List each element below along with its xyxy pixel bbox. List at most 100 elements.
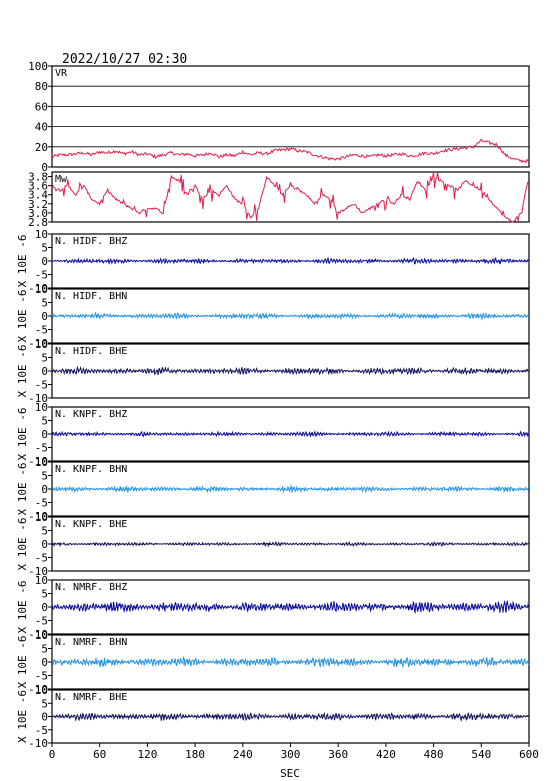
y-tick-label: 2.8 xyxy=(28,216,48,229)
series-line xyxy=(51,171,529,223)
y-tick-label: -5 xyxy=(35,497,48,510)
chart-timestamp: 2022/10/27 02:30 xyxy=(62,52,187,67)
y-tick-label: 0 xyxy=(41,483,48,496)
unit-label: X 10E -6 xyxy=(16,345,29,398)
x-axis: 0 60 120 180 240 300 360 420 480 540 600 xyxy=(49,743,539,761)
y-tick-label: -10 xyxy=(28,565,48,578)
series-line xyxy=(51,138,529,164)
y-tick-label: -5 xyxy=(35,552,48,565)
y-tick-label: 80 xyxy=(35,80,48,93)
y-tick-label: 0 xyxy=(41,428,48,441)
y-tick-label: 0 xyxy=(41,656,48,669)
y-tick-label: -5 xyxy=(35,442,48,455)
y-tick-label: 5 xyxy=(41,352,48,365)
y-tick-label: 0 xyxy=(41,538,48,551)
y-tick-label: 0 xyxy=(41,255,48,268)
x-axis-label: SEC xyxy=(280,767,300,780)
y-tick-label: -10 xyxy=(28,510,48,523)
series-line xyxy=(51,365,530,376)
x-tick-label: 480 xyxy=(424,748,444,761)
panel-label: N. NMRF. BHN xyxy=(55,637,127,648)
y-tick-label: -10 xyxy=(28,737,48,750)
y-tick-label: -10 xyxy=(28,455,48,468)
x-tick-label: 0 xyxy=(49,748,56,761)
y-tick-label: 10 xyxy=(35,574,48,587)
x-tick-label: 120 xyxy=(137,748,157,761)
x-tick-label: 600 xyxy=(519,748,539,761)
y-tick-label: 5 xyxy=(41,588,48,601)
y-tick-label: 10 xyxy=(35,629,48,642)
x-tick-label: 420 xyxy=(376,748,396,761)
y-tick-label: 10 xyxy=(35,283,48,296)
y-tick-label: 5 xyxy=(41,415,48,428)
panel-1: 2.83.03.23.43.63.8 Mw xyxy=(28,171,530,229)
y-tick-label: 10 xyxy=(35,338,48,351)
x-tick-label: 540 xyxy=(471,748,491,761)
y-tick-label: 40 xyxy=(35,121,48,134)
panel-label: N. KNPF. BHN xyxy=(55,464,127,475)
unit-label: X 10E -6 xyxy=(16,290,29,343)
y-tick-label: -5 xyxy=(35,379,48,392)
y-tick-label: 0 xyxy=(41,711,48,724)
y-tick-label: 10 xyxy=(35,511,48,524)
y-tick-label: 10 xyxy=(35,456,48,469)
series-line xyxy=(51,711,530,723)
panel-label: N. KNPF. BHE xyxy=(55,519,127,530)
series-line xyxy=(51,430,530,438)
y-tick-label: -5 xyxy=(35,724,48,737)
y-tick-label: 60 xyxy=(35,100,48,113)
y-tick-label: -5 xyxy=(35,269,48,282)
series-line xyxy=(51,256,530,265)
panel-0: 0 20 40 60 80 100 VR xyxy=(28,60,530,174)
y-tick-label: -10 xyxy=(28,392,48,405)
y-tick-label: 10 xyxy=(35,228,48,241)
y-tick-label: 3.4 xyxy=(28,189,48,202)
y-tick-label: -10 xyxy=(28,282,48,295)
unit-label: X 10E -6 xyxy=(16,636,29,689)
series-line xyxy=(52,655,530,668)
panel-label: N. NMRF. BHZ xyxy=(55,582,127,593)
panel-label: N. NMRF. BHE xyxy=(55,692,127,703)
y-tick-label: 0 xyxy=(41,161,48,174)
panel-label: N. HIDF. BHZ xyxy=(55,236,127,247)
series-line xyxy=(51,311,530,321)
x-tick-label: 360 xyxy=(328,748,348,761)
x-tick-label: 240 xyxy=(233,748,253,761)
y-tick-label: 5 xyxy=(41,470,48,483)
x-tick-label: 300 xyxy=(281,748,301,761)
panel-label: N. HIDF. BHE xyxy=(55,346,127,357)
y-tick-label: -10 xyxy=(28,683,48,696)
y-tick-label: -10 xyxy=(28,337,48,350)
panel-label: Mw xyxy=(55,174,68,185)
y-tick-label: 5 xyxy=(41,643,48,656)
y-tick-label: 100 xyxy=(28,60,48,73)
series-line xyxy=(51,484,530,494)
y-tick-label: 3.2 xyxy=(28,198,48,211)
y-tick-label: 10 xyxy=(35,684,48,697)
y-tick-label: 0 xyxy=(41,365,48,378)
x-tick-label: 60 xyxy=(93,748,106,761)
panel-label: VR xyxy=(55,68,68,79)
y-tick-label: -10 xyxy=(28,628,48,641)
unit-label: X 10E -6 xyxy=(16,581,29,634)
y-tick-label: 0 xyxy=(41,310,48,323)
y-tick-label: 5 xyxy=(41,697,48,710)
x-tick-label: 180 xyxy=(185,748,205,761)
unit-label: X 10E -6 xyxy=(16,690,29,743)
y-tick-label: 20 xyxy=(35,141,48,154)
y-tick-label: 5 xyxy=(41,297,48,310)
y-tick-label: 5 xyxy=(41,525,48,538)
unit-label: X 10E -6 xyxy=(16,518,29,571)
y-tick-label: -5 xyxy=(35,324,48,337)
y-tick-label: -5 xyxy=(35,670,48,683)
